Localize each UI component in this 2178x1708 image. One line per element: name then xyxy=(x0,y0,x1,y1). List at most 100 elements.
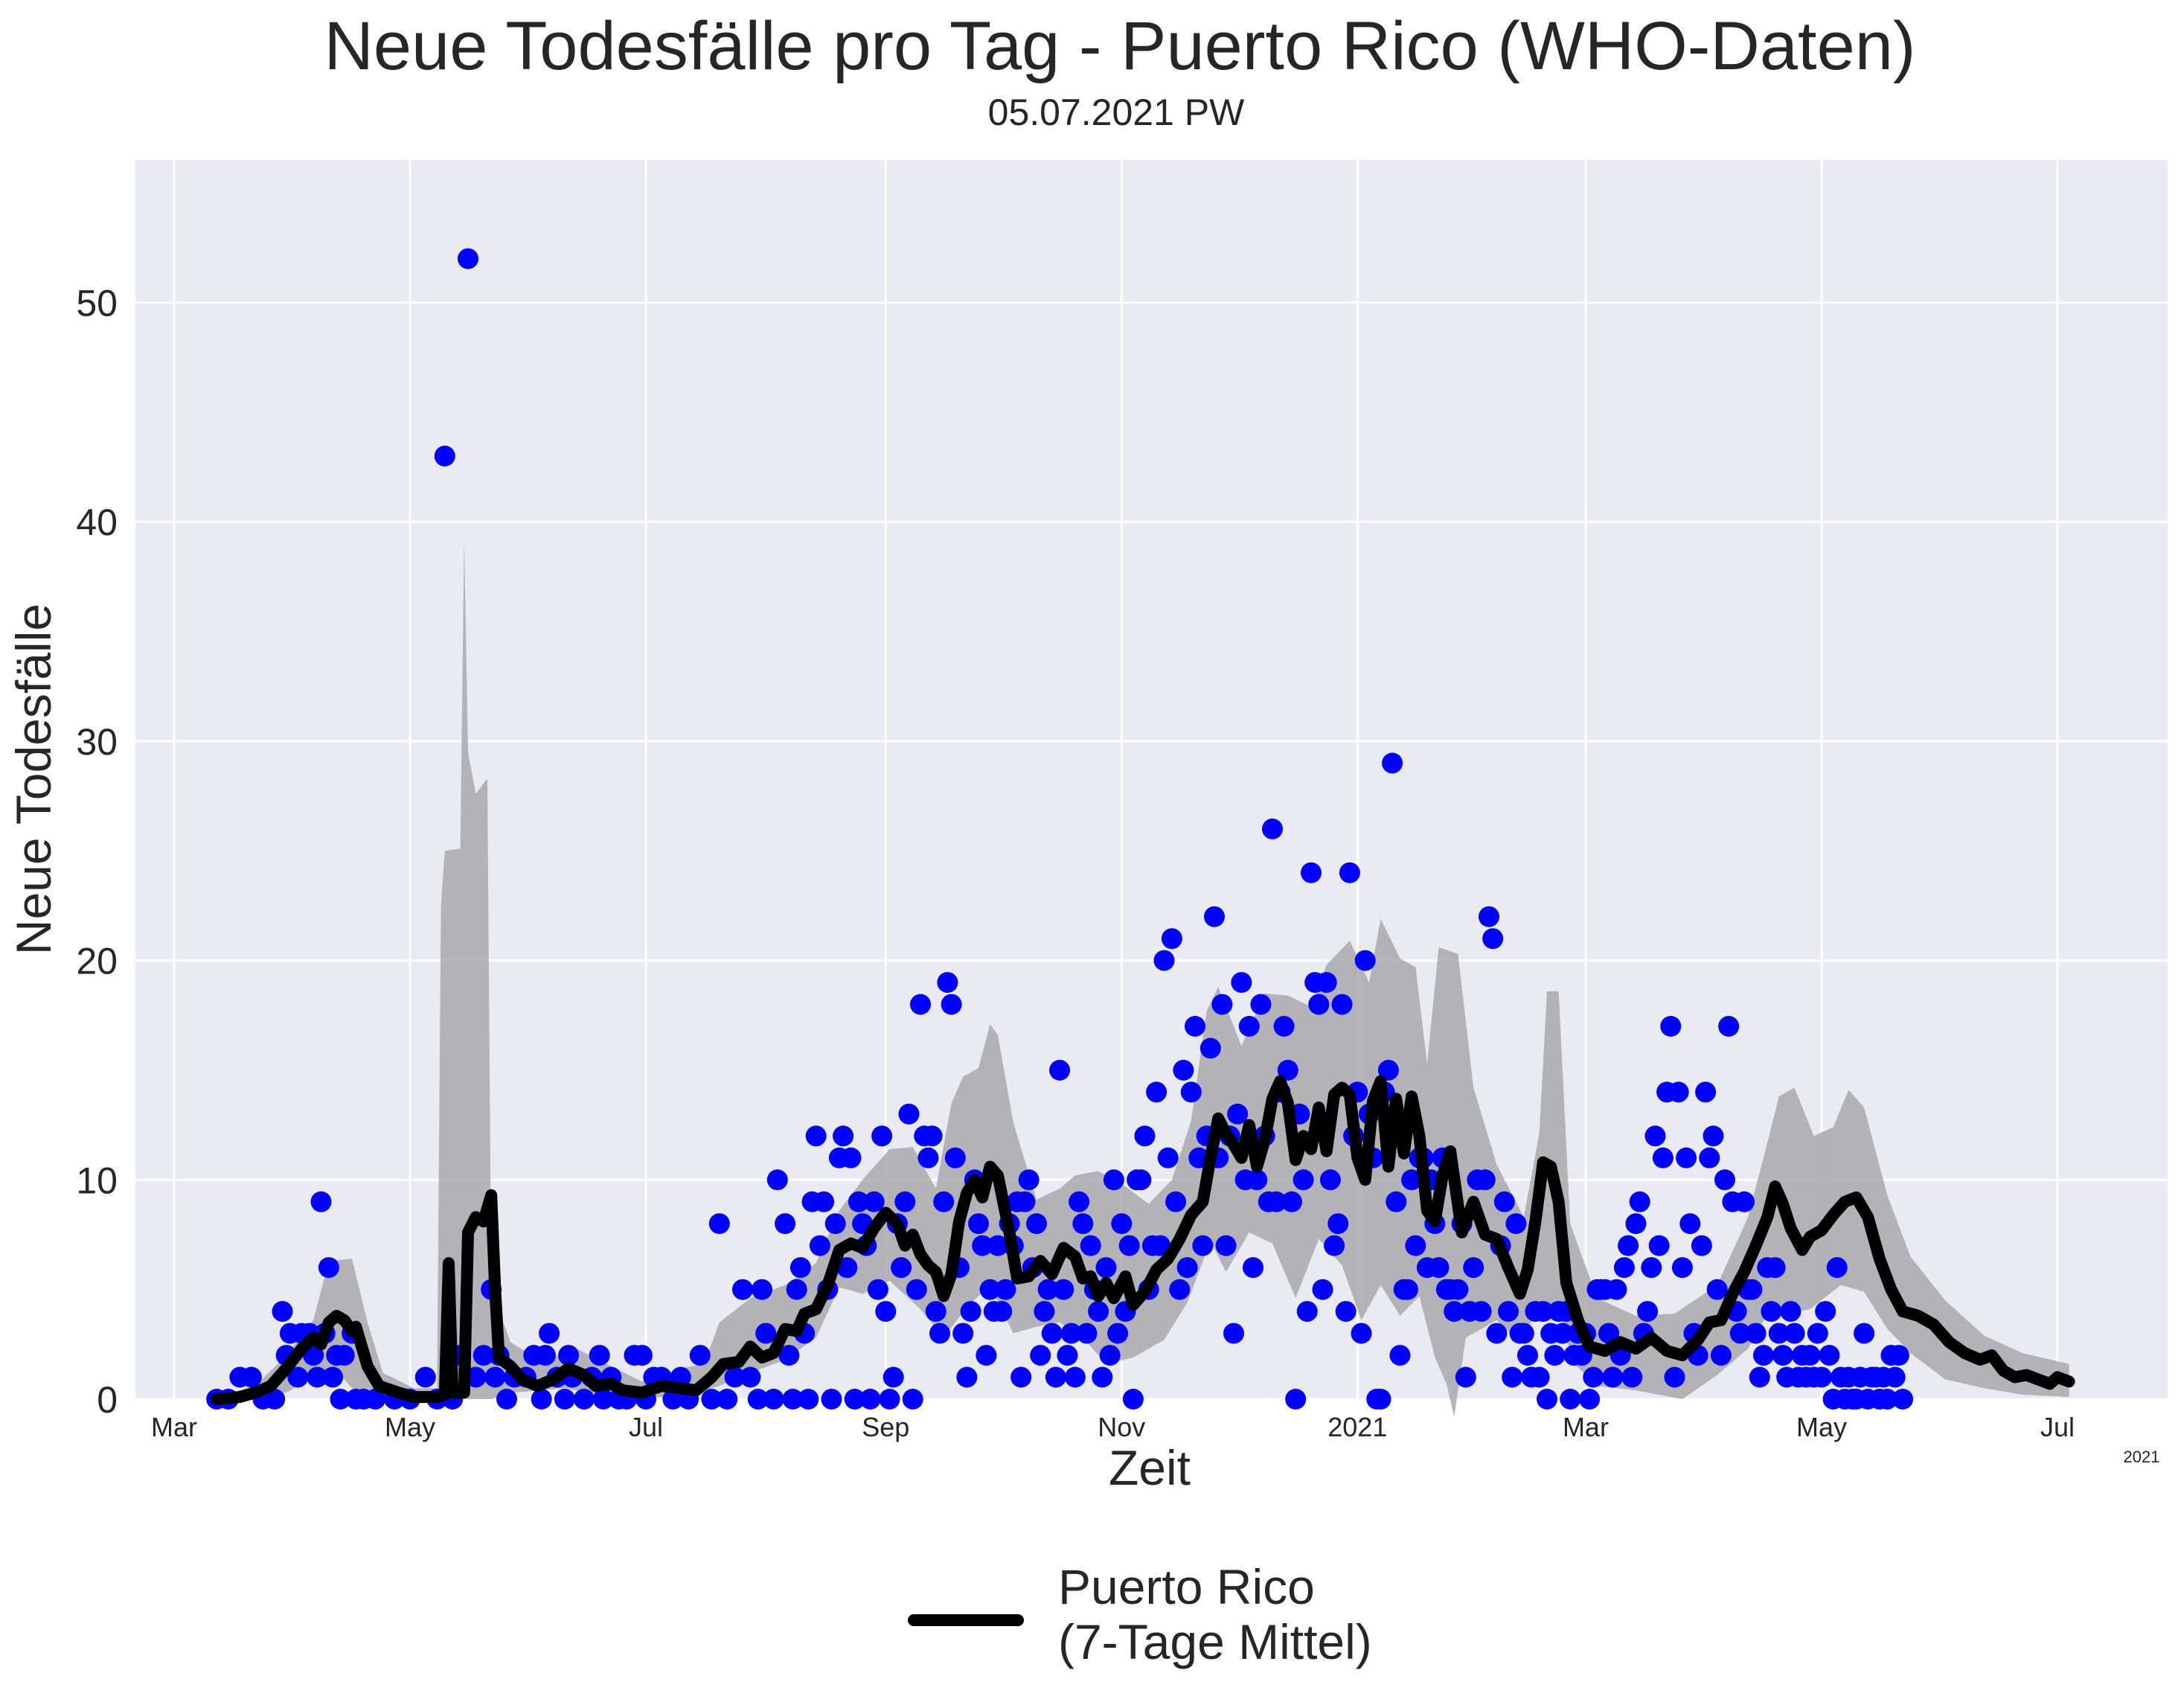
data-point xyxy=(766,1169,788,1191)
data-point xyxy=(1041,1322,1063,1344)
data-point xyxy=(1660,1016,1682,1037)
data-point xyxy=(833,1125,854,1147)
data-point xyxy=(786,1279,807,1300)
data-point xyxy=(1482,928,1504,950)
data-point xyxy=(1319,1169,1341,1191)
data-point xyxy=(1734,1191,1755,1212)
data-point xyxy=(752,1279,772,1300)
data-point xyxy=(1644,1125,1666,1147)
data-point xyxy=(1173,1060,1194,1081)
data-point xyxy=(1118,1235,1140,1256)
data-point xyxy=(458,248,478,269)
data-point xyxy=(1745,1322,1767,1344)
data-point xyxy=(1134,1125,1156,1147)
y-tick-label: 20 xyxy=(76,941,118,982)
data-point xyxy=(879,1389,900,1410)
data-point xyxy=(747,1389,769,1410)
data-point xyxy=(775,1213,796,1235)
data-point xyxy=(944,1147,966,1168)
data-point xyxy=(1301,862,1322,883)
data-point xyxy=(264,1389,286,1410)
data-point xyxy=(933,1191,955,1212)
data-point xyxy=(979,1279,1001,1300)
data-point xyxy=(1165,1191,1187,1212)
data-point xyxy=(968,1213,989,1235)
data-point xyxy=(1377,1060,1399,1081)
data-point xyxy=(929,1322,950,1344)
data-point xyxy=(1153,950,1175,971)
data-point xyxy=(941,994,962,1015)
data-point xyxy=(871,1125,893,1147)
x-offset-label: 2021 xyxy=(2124,1448,2160,1466)
data-point xyxy=(1262,818,1283,839)
x-tick-label: Jul xyxy=(629,1412,663,1442)
data-point xyxy=(1637,1301,1659,1322)
data-point xyxy=(724,1366,746,1388)
data-point xyxy=(287,1366,309,1388)
data-point xyxy=(1784,1322,1805,1344)
data-point xyxy=(840,1147,862,1168)
data-point xyxy=(1884,1366,1906,1388)
data-point xyxy=(534,1345,556,1366)
legend: Puerto Rico (7-Tage Mittel) xyxy=(908,1559,1372,1669)
data-point xyxy=(1045,1366,1066,1388)
data-points xyxy=(206,248,1914,1410)
data-point xyxy=(689,1345,711,1366)
data-point xyxy=(1598,1322,1620,1344)
data-point xyxy=(1854,1322,1875,1344)
data-point xyxy=(910,994,931,1015)
data-point xyxy=(1246,1169,1268,1191)
data-point xyxy=(1277,1060,1298,1081)
data-point xyxy=(906,1279,927,1300)
data-point xyxy=(987,1235,1008,1256)
data-point xyxy=(1080,1235,1101,1256)
data-point xyxy=(863,1191,885,1212)
data-point xyxy=(824,1213,846,1235)
data-point xyxy=(1498,1301,1519,1322)
data-point xyxy=(972,1235,993,1256)
data-point xyxy=(333,1345,355,1366)
data-point xyxy=(701,1389,723,1410)
data-point xyxy=(1049,1060,1071,1081)
data-point xyxy=(1180,1081,1202,1103)
data-point xyxy=(496,1389,517,1410)
data-point xyxy=(1157,1147,1179,1168)
data-point xyxy=(821,1389,842,1410)
data-point xyxy=(1877,1389,1898,1410)
data-point xyxy=(1463,1257,1484,1279)
data-point xyxy=(1447,1279,1469,1300)
data-point xyxy=(1266,1191,1287,1212)
data-point xyxy=(1169,1279,1191,1300)
x-tick-label: Nov xyxy=(1098,1412,1145,1442)
data-point xyxy=(1560,1389,1581,1410)
data-point xyxy=(1470,1301,1492,1322)
data-point xyxy=(1324,1235,1345,1256)
data-point xyxy=(991,1301,1013,1322)
data-point xyxy=(1502,1366,1523,1388)
data-point xyxy=(307,1366,328,1388)
data-point xyxy=(1811,1366,1832,1388)
data-point xyxy=(272,1301,293,1322)
data-point xyxy=(778,1345,800,1366)
data-point xyxy=(1641,1257,1662,1279)
data-point xyxy=(1772,1345,1793,1366)
y-tick-label: 50 xyxy=(76,283,118,324)
data-point xyxy=(921,1125,943,1147)
data-point xyxy=(318,1257,339,1279)
data-point xyxy=(1389,1345,1411,1366)
data-point xyxy=(1069,1191,1090,1212)
data-point xyxy=(1296,1301,1318,1322)
data-point xyxy=(592,1389,614,1410)
data-point xyxy=(1060,1322,1082,1344)
data-point xyxy=(1088,1301,1109,1322)
data-point xyxy=(1095,1257,1117,1279)
data-point xyxy=(898,1103,920,1125)
x-tick-label: Mar xyxy=(151,1412,197,1442)
data-point xyxy=(1537,1389,1557,1410)
data-point xyxy=(937,972,958,994)
data-point xyxy=(1014,1191,1036,1212)
data-point xyxy=(1293,1169,1314,1191)
data-point xyxy=(1579,1389,1601,1410)
data-point xyxy=(1072,1213,1094,1235)
data-point xyxy=(1111,1213,1133,1235)
